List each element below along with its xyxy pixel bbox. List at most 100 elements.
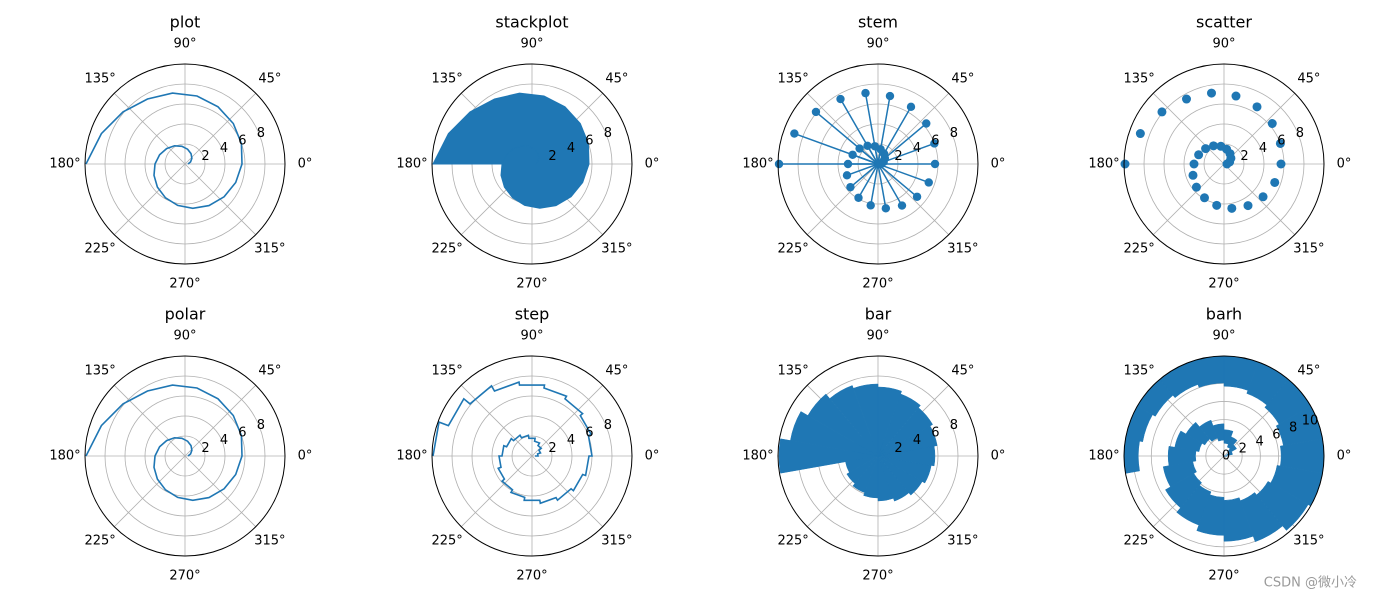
polar-spine — [84, 355, 286, 557]
subplot-title: stackplot — [495, 13, 568, 32]
angular-grid-line — [1153, 163, 1225, 235]
scatter-point — [1182, 94, 1191, 104]
angle-tick-label: 315° — [254, 241, 285, 256]
scatter-point — [1216, 141, 1226, 151]
scatter-point — [1188, 170, 1198, 180]
radial-tick-label: 8 — [257, 418, 265, 433]
angular-grid-line — [1153, 93, 1225, 165]
angle-tick-label: 225° — [84, 241, 115, 256]
scatter-point — [1191, 182, 1201, 192]
angle-tick-label: 225° — [777, 241, 808, 256]
barh-bar — [1123, 438, 1140, 474]
angle-tick-label: 135° — [1123, 72, 1154, 87]
series-line — [85, 384, 243, 502]
stem-line — [864, 92, 879, 165]
angular-grid-line — [461, 455, 533, 527]
subplot-title: bar — [865, 305, 892, 324]
angle-tick-label: 135° — [431, 364, 462, 379]
angle-tick-label: 0° — [645, 449, 660, 464]
stem-marker — [861, 88, 870, 98]
radial-tick-label: 2 — [894, 149, 902, 164]
radial-tick-label: 2 — [201, 441, 209, 456]
angle-tick-label: 0° — [298, 157, 313, 172]
barh-bar — [1223, 455, 1227, 457]
radial-tick-label: 8 — [950, 418, 958, 433]
radial-tick-label: 2 — [548, 149, 556, 164]
polar-spine — [1123, 63, 1325, 265]
subplot-title: polar — [165, 305, 206, 324]
radial-tick-label: 4 — [220, 433, 228, 448]
radial-tick-label: 8 — [604, 126, 612, 141]
polar-spine — [777, 355, 979, 557]
angle-tick-label: 45° — [258, 364, 281, 379]
stem-marker — [855, 144, 864, 153]
angle-tick-label: 0° — [298, 449, 313, 464]
subplot-title: barh — [1206, 305, 1242, 324]
stem-line — [877, 163, 887, 209]
angle-tick-label: 180° — [396, 449, 427, 464]
scatter-point — [1120, 159, 1130, 169]
subplot-title: stem — [858, 13, 898, 32]
angle-tick-label: 45° — [605, 72, 628, 87]
radial-tick-label: 2 — [1239, 442, 1247, 457]
radial-tick-label: 6 — [585, 426, 593, 441]
angular-grid-line — [114, 455, 186, 527]
polar-spine — [431, 63, 633, 265]
stem-marker — [790, 129, 799, 138]
stem-line — [869, 163, 879, 206]
angle-tick-label: 225° — [431, 533, 462, 548]
angle-tick-label: 315° — [947, 533, 978, 548]
scatter-point — [1201, 144, 1211, 154]
stem-line — [839, 98, 879, 165]
radial-tick-label: 6 — [931, 426, 939, 441]
angle-tick-label: 45° — [951, 364, 974, 379]
stem-marker — [906, 102, 916, 112]
scatter-point — [1135, 129, 1145, 139]
scatter-point — [1275, 138, 1285, 148]
scatter-point — [1252, 102, 1262, 112]
scatter-point — [1227, 203, 1237, 213]
angle-tick-label: 180° — [49, 157, 80, 172]
radial-tick-label: 6 — [931, 134, 939, 149]
angle-tick-label: 270° — [516, 569, 547, 584]
angular-grid-line — [531, 385, 603, 457]
angular-grid-line — [114, 93, 186, 165]
angular-grid-line — [461, 385, 533, 457]
angle-tick-label: 45° — [605, 364, 628, 379]
angle-tick-label: 180° — [742, 449, 773, 464]
radial-tick-label: 2 — [201, 149, 209, 164]
angle-tick-label: 225° — [1123, 241, 1154, 256]
angle-tick-label: 180° — [396, 157, 427, 172]
angle-tick-label: 135° — [431, 72, 462, 87]
angle-tick-label: 270° — [169, 569, 200, 584]
radial-tick-label: 4 — [567, 141, 575, 156]
angular-grid-line — [184, 93, 256, 165]
stem-marker — [930, 159, 940, 169]
angle-tick-label: 225° — [431, 241, 462, 256]
radial-tick-label: 8 — [1296, 126, 1304, 141]
radial-tick-label: 8 — [604, 418, 612, 433]
angle-tick-label: 225° — [1123, 533, 1154, 548]
angle-tick-label: 90° — [173, 37, 196, 52]
angle-tick-label: 90° — [520, 329, 543, 344]
scatter-point — [1189, 159, 1199, 169]
step-line — [432, 381, 593, 505]
angular-grid-line — [114, 385, 186, 457]
stem-marker — [866, 201, 875, 210]
radial-tick-label: 0 — [1222, 449, 1230, 464]
stem-marker — [836, 94, 845, 104]
angle-tick-label: 135° — [1123, 364, 1154, 379]
radial-tick-label: 4 — [567, 433, 575, 448]
scatter-point — [1270, 177, 1280, 187]
angle-tick-label: 270° — [1208, 277, 1239, 292]
angle-tick-label: 225° — [777, 533, 808, 548]
angle-tick-label: 45° — [1297, 364, 1320, 379]
angle-tick-label: 315° — [254, 533, 285, 548]
radial-tick-label: 4 — [1255, 435, 1263, 450]
